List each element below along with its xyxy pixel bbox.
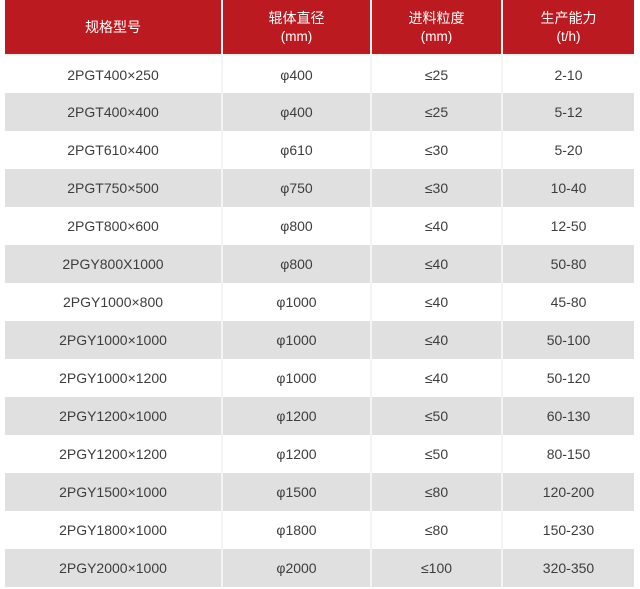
- table-cell: φ800: [222, 207, 372, 245]
- table-cell: ≤50: [371, 397, 503, 435]
- table-row: 2PGT400×400 φ400 ≤25 5-12: [5, 93, 634, 131]
- table-cell: 80-150: [502, 435, 634, 473]
- table-cell: 2PGY1200×1000: [5, 397, 223, 435]
- table-cell: φ1000: [222, 359, 372, 397]
- table-cell: 2PGY1000×1200: [5, 359, 223, 397]
- table-cell: ≤80: [371, 511, 503, 549]
- spec-table-header: 规格型号 辊体直径 (mm) 进料粒度 (mm) 生产能力 (t/h): [5, 0, 634, 56]
- table-cell: 150-230: [502, 511, 634, 549]
- table-cell: 50-120: [502, 359, 634, 397]
- table-cell: 2PGY1000×1000: [5, 321, 223, 359]
- table-cell: 10-40: [502, 169, 634, 207]
- table-row: 2PGY1000×1000 φ1000 ≤40 50-100: [5, 321, 634, 359]
- table-cell: 2PGT400×400: [5, 93, 223, 131]
- column-header-label: 规格型号: [85, 19, 141, 35]
- table-cell: ≤30: [371, 131, 503, 169]
- table-row: 2PGY800X1000 φ800 ≤40 50-80: [5, 245, 634, 283]
- column-header-3: 生产能力 (t/h): [502, 0, 634, 56]
- table-cell: 2PGT610×400: [5, 131, 223, 169]
- table-cell: φ400: [222, 55, 372, 93]
- table-cell: 5-12: [502, 93, 634, 131]
- table-cell: ≤50: [371, 435, 503, 473]
- table-cell: ≤40: [371, 359, 503, 397]
- column-header-unit: (t/h): [556, 29, 581, 44]
- table-cell: 120-200: [502, 473, 634, 511]
- table-row: 2PGT800×600 φ800 ≤40 12-50: [5, 207, 634, 245]
- table-cell: 2PGT750×500: [5, 169, 223, 207]
- table-row: 2PGT750×500 φ750 ≤30 10-40: [5, 169, 634, 207]
- table-cell: ≤30: [371, 169, 503, 207]
- table-cell: 2PGT400×250: [5, 55, 223, 93]
- table-cell: 2PGY1500×1000: [5, 473, 223, 511]
- table-cell: φ610: [222, 131, 372, 169]
- column-header-unit: (mm): [420, 29, 453, 44]
- table-row: 2PGY1200×1000 φ1200 ≤50 60-130: [5, 397, 634, 435]
- table-cell: φ1000: [222, 283, 372, 321]
- table-cell: φ750: [222, 169, 372, 207]
- table-cell: ≤25: [371, 93, 503, 131]
- column-header-2: 进料粒度 (mm): [371, 0, 503, 56]
- table-cell: 45-80: [502, 283, 634, 321]
- table-cell: ≤40: [371, 207, 503, 245]
- table-cell: φ1200: [222, 435, 372, 473]
- table-row: 2PGY1800×1000 φ1800 ≤80 150-230: [5, 511, 634, 549]
- table-cell: φ1200: [222, 397, 372, 435]
- table-cell: ≤40: [371, 245, 503, 283]
- table-row: 2PGY1200×1200 φ1200 ≤50 80-150: [5, 435, 634, 473]
- table-cell: 2PGY1200×1200: [5, 435, 223, 473]
- spec-table-body: 2PGT400×250 φ400 ≤25 2-10 2PGT400×400 φ400 ≤25…: [5, 55, 634, 587]
- table-cell: φ800: [222, 245, 372, 283]
- table-cell: ≤25: [371, 55, 503, 93]
- table-cell: 2PGY1800×1000: [5, 511, 223, 549]
- table-row: 2PGY2000×1000 φ2000 ≤100 320-350: [5, 549, 634, 587]
- column-header-label: 进料粒度: [408, 10, 465, 26]
- column-header-label: 生产能力: [540, 10, 597, 26]
- table-cell: φ2000: [222, 549, 372, 587]
- table-row: 2PGY1500×1000 φ1500 ≤80 120-200: [5, 473, 634, 511]
- header-row: 规格型号 辊体直径 (mm) 进料粒度 (mm) 生产能力 (t/h): [5, 0, 634, 56]
- column-header-0: 规格型号: [5, 0, 223, 56]
- table-cell: ≤80: [371, 473, 503, 511]
- table-cell: 12-50: [502, 207, 634, 245]
- table-row: 2PGT610×400 φ610 ≤30 5-20: [5, 131, 634, 169]
- table-cell: 2PGY800X1000: [5, 245, 223, 283]
- table-cell: 320-350: [502, 549, 634, 587]
- table-cell: 2PGY2000×1000: [5, 549, 223, 587]
- table-cell: 2PGT800×600: [5, 207, 223, 245]
- table-cell: φ1000: [222, 321, 372, 359]
- table-row: 2PGT400×250 φ400 ≤25 2-10: [5, 55, 634, 93]
- table-cell: 60-130: [502, 397, 634, 435]
- table-row: 2PGY1000×1200 φ1000 ≤40 50-120: [5, 359, 634, 397]
- table-cell: φ400: [222, 93, 372, 131]
- table-cell: φ1800: [222, 511, 372, 549]
- column-header-1: 辊体直径 (mm): [222, 0, 372, 56]
- column-header-label: 辊体直径: [268, 10, 325, 26]
- table-cell: 50-100: [502, 321, 634, 359]
- table-cell: ≤100: [371, 549, 503, 587]
- table-cell: 5-20: [502, 131, 634, 169]
- table-row: 2PGY1000×800 φ1000 ≤40 45-80: [5, 283, 634, 321]
- table-cell: φ1500: [222, 473, 372, 511]
- column-header-unit: (mm): [280, 29, 313, 44]
- table-cell: 2-10: [502, 55, 634, 93]
- table-cell: ≤40: [371, 283, 503, 321]
- roller-crusher-spec-table: 规格型号 辊体直径 (mm) 进料粒度 (mm) 生产能力 (t/h) 2PGT400×25…: [5, 0, 634, 587]
- table-cell: 2PGY1000×800: [5, 283, 223, 321]
- table-cell: 50-80: [502, 245, 634, 283]
- table-cell: ≤40: [371, 321, 503, 359]
